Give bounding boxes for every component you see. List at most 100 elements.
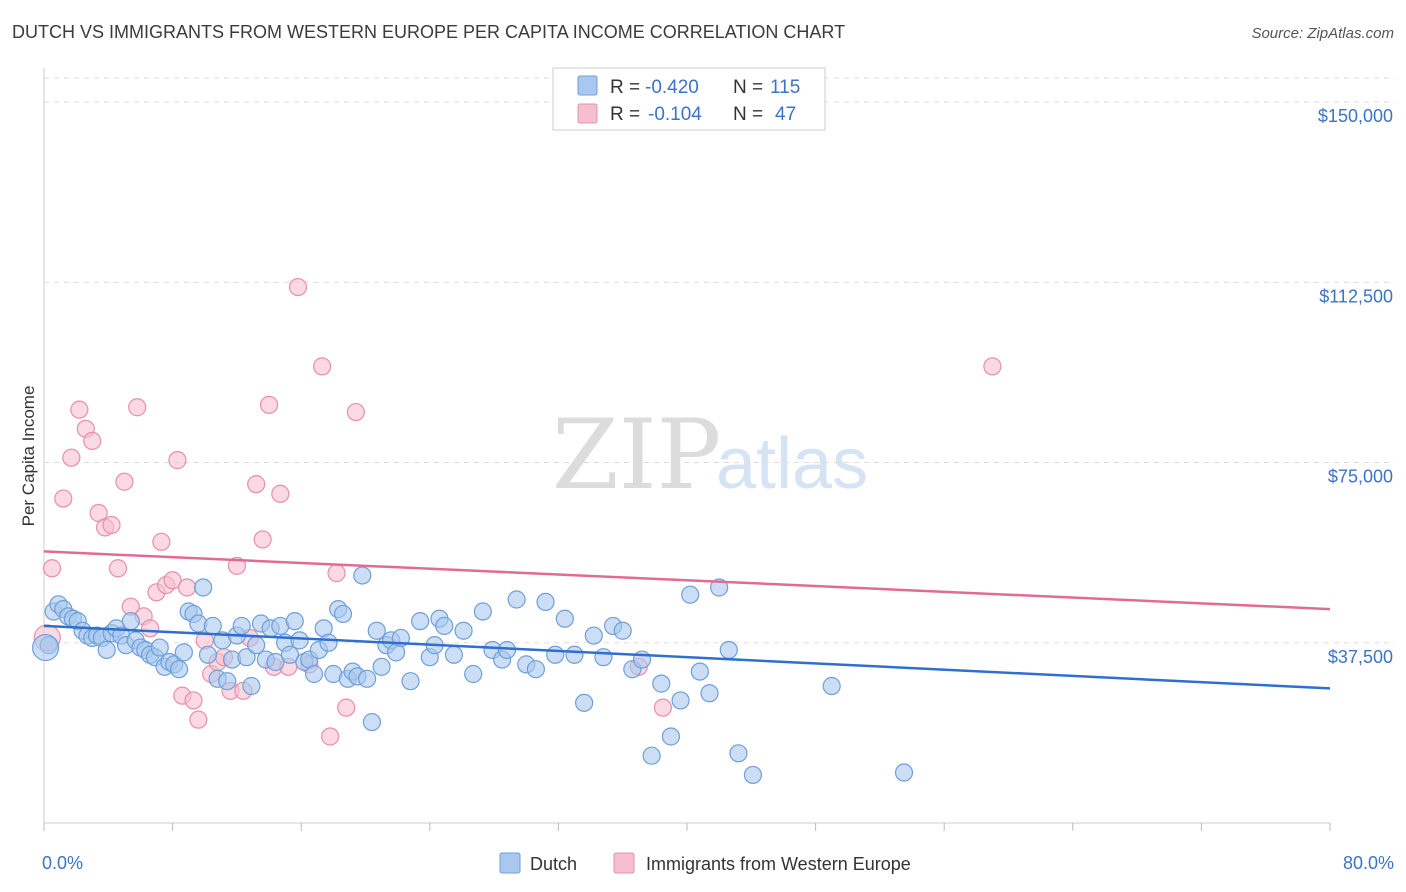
stats-legend-box (552, 67, 826, 131)
data-point-immigrants (163, 571, 182, 590)
data-point-dutch (710, 578, 729, 597)
x-tick-label-min: 0.0% (42, 853, 83, 873)
data-point-dutch (661, 727, 681, 746)
data-point-dutch (280, 645, 300, 664)
data-point-dutch (203, 616, 222, 636)
bottom-legend-label-immigrants: Immigrants from Western Europe (646, 854, 911, 874)
data-point-dutch (575, 693, 594, 712)
data-point-immigrants (321, 727, 340, 746)
trend-lines (43, 550, 1331, 690)
data-point-immigrants (177, 578, 197, 597)
data-point-dutch (565, 645, 584, 664)
data-point-dutch (671, 691, 690, 710)
data-point-dutch (194, 578, 213, 597)
data-point-immigrants (102, 515, 121, 535)
data-point-immigrants (184, 691, 203, 710)
data-point-immigrants (259, 395, 279, 414)
data-point-dutch (594, 648, 613, 667)
bottom-legend-swatch-dutch (499, 852, 521, 874)
data-point-immigrants (247, 475, 266, 494)
data-point-dutch (372, 657, 391, 676)
data-point-dutch (169, 660, 189, 679)
legend-r-label-dutch: R = (610, 77, 640, 98)
legend-n-value-immigrants: 47 (775, 104, 796, 125)
data-point-dutch (700, 684, 719, 703)
data-point-dutch (435, 616, 454, 636)
y-axis-label: Per Capita Income (19, 386, 38, 527)
data-point-dutch (237, 648, 256, 667)
x-tick-label-max: 80.0% (1343, 853, 1394, 873)
legend-n-value-dutch: 115 (770, 77, 800, 98)
legend-n-label-dutch: N = (733, 77, 763, 98)
data-point-dutch (822, 676, 841, 696)
gridlines (44, 77, 1395, 644)
legend-swatch-dutch (577, 75, 598, 96)
data-point-dutch (613, 621, 632, 640)
data-point-dutch (411, 612, 430, 631)
data-point-dutch (526, 660, 545, 679)
stats-legend: R = -0.420 N = 115 R = -0.104 N = 47 (552, 67, 826, 131)
data-point-dutch (743, 765, 763, 785)
data-point-immigrants (83, 431, 102, 450)
data-point-immigrants (140, 619, 160, 638)
trend-line-dutch (43, 624, 1331, 690)
data-point-dutch (198, 645, 218, 664)
data-point-immigrants (128, 398, 147, 417)
data-point-dutch (232, 616, 251, 636)
watermark: ZIP atlas (552, 399, 868, 511)
x-tick-labels: 0.0% 80.0% (42, 853, 1394, 873)
chart-source: Source: ZipAtlas.com (1251, 25, 1394, 42)
data-point-immigrants (62, 448, 81, 467)
legend-swatch-immigrants (577, 103, 598, 124)
data-point-immigrants (189, 710, 208, 729)
trend-line-immigrants (43, 550, 1331, 611)
data-point-dutch (719, 640, 738, 660)
data-point-dutch (536, 592, 555, 612)
data-point-dutch (652, 674, 671, 693)
data-point-dutch (304, 664, 324, 684)
bottom-legend-label-dutch: Dutch (530, 854, 577, 874)
y-tick-label: $75,000 (1328, 467, 1393, 487)
data-point-immigrants (54, 489, 73, 508)
series-legend: Dutch Immigrants from Western Europe (499, 852, 911, 874)
data-point-immigrants (288, 277, 308, 297)
data-point-immigrants (312, 357, 332, 376)
data-point-dutch (555, 609, 574, 628)
data-point-dutch (367, 621, 386, 640)
data-point-immigrants (42, 559, 62, 578)
data-point-dutch (729, 744, 748, 763)
y-tick-labels: $37,500 $75,000 $112,500 $150,000 (1318, 106, 1393, 667)
data-point-dutch (242, 676, 261, 696)
data-point-dutch (464, 664, 483, 684)
watermark-zip: ZIP (552, 399, 721, 511)
data-point-immigrants (337, 698, 356, 717)
data-point-dutch (690, 662, 709, 681)
data-point-dutch (285, 612, 304, 631)
y-tick-label: $112,500 (1319, 286, 1393, 306)
data-point-dutch (681, 585, 700, 604)
data-point-dutch (507, 590, 526, 609)
data-point-dutch (333, 604, 353, 624)
data-point-dutch (358, 669, 377, 688)
data-point-dutch (121, 612, 140, 631)
data-point-dutch (444, 645, 464, 664)
data-point-dutch (473, 602, 492, 621)
watermark-atlas: atlas (716, 424, 868, 504)
data-point-dutch (290, 631, 309, 650)
data-point-dutch (247, 636, 266, 655)
data-point-dutch (174, 643, 193, 662)
legend-r-label-immigrants: R = (610, 104, 640, 125)
legend-r-value-dutch: -0.420 (645, 77, 699, 98)
axes (43, 68, 1331, 831)
data-point-dutch (642, 746, 661, 765)
data-point-immigrants (115, 472, 134, 491)
y-tick-label: $37,500 (1328, 647, 1393, 667)
data-point-dutch (584, 626, 603, 645)
data-point-dutch (266, 652, 285, 672)
data-point-dutch (32, 633, 60, 662)
data-point-dutch (894, 763, 914, 782)
data-point-dutch (97, 640, 116, 660)
data-point-immigrants (227, 556, 246, 575)
data-point-dutch (353, 566, 372, 585)
